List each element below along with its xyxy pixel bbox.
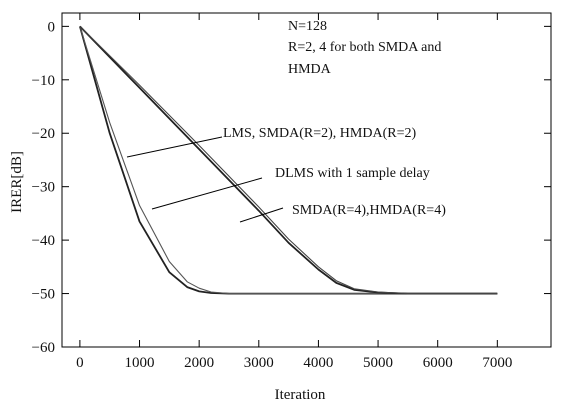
- annotation-r-line2: HMDA: [288, 62, 332, 77]
- y-tick-label: −30: [32, 180, 55, 196]
- x-tick-label: 0: [76, 355, 84, 371]
- axis-ticks: 0 1000 2000 3000 4000 5000 6000 7000 0 −10 −20 −30 −…: [32, 13, 551, 371]
- y-tick-label: 0: [48, 19, 56, 35]
- annotation-dlms: DLMS with 1 sample delay: [275, 166, 430, 181]
- y-tick-label: −10: [32, 73, 55, 89]
- annotations: N=128 R=2, 4 for both SMDA and HMDA LMS,…: [126, 19, 446, 223]
- data-series: [79, 25, 498, 295]
- leader-line-dlms: [151, 177, 263, 210]
- y-tick-label: −60: [32, 340, 55, 356]
- plot-frame: [61, 12, 552, 348]
- annotation-n: N=128: [288, 19, 327, 34]
- series-line-4: [79, 26, 498, 295]
- x-tick-label: 7000: [482, 355, 512, 371]
- x-tick-label: 2000: [184, 355, 214, 371]
- x-tick-label: 6000: [423, 355, 453, 371]
- y-tick-label: −50: [32, 287, 55, 303]
- y-tick-label: −40: [32, 233, 55, 249]
- annotation-r4: SMDA(R=4),HMDA(R=4): [292, 203, 446, 218]
- series-line-2: [79, 26, 498, 295]
- leader-line-r4: [239, 207, 284, 223]
- x-tick-label: 5000: [363, 355, 393, 371]
- x-tick-label: 4000: [303, 355, 333, 371]
- annotation-lms: LMS, SMDA(R=2), HMDA(R=2): [223, 126, 416, 141]
- annotation-r-line1: R=2, 4 for both SMDA and: [288, 40, 441, 55]
- y-tick-label: −20: [32, 126, 55, 142]
- leader-line-lms: [126, 136, 223, 158]
- y-axis-label: IRER[dB]: [9, 151, 25, 213]
- x-tick-label: 3000: [244, 355, 274, 371]
- x-tick-label: 1000: [125, 355, 155, 371]
- x-axis-label: Iteration: [275, 387, 326, 403]
